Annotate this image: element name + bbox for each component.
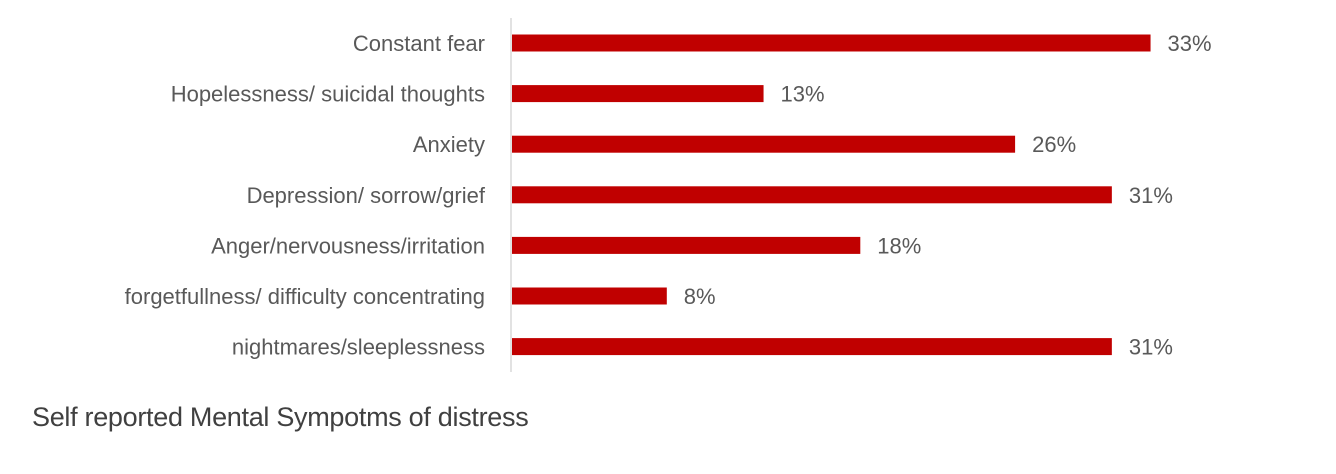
bar-chart: Constant fear 33% Hopelessness/ suicidal t… [125,18,1212,372]
category-label: nightmares/sleeplessness [232,335,485,360]
bar [512,135,1016,153]
category-label: Anger/nervousness/irritation [211,233,485,258]
bar [512,338,1112,356]
category-label: Hopelessness/ suicidal thoughts [171,82,485,107]
bar [512,287,667,305]
data-label: 18% [877,233,921,258]
chart-title: Self reported Mental Sympotms of distres… [32,402,529,432]
bar [512,186,1112,204]
bar [512,34,1151,52]
bar [512,85,764,103]
data-label: 31% [1129,335,1173,360]
bar [512,236,861,254]
category-label: forgetfullness/ difficulty concentrating [125,284,485,309]
data-label: 31% [1129,183,1173,208]
data-label: 8% [684,284,716,309]
data-label: 13% [781,82,825,107]
category-label: Anxiety [413,132,485,157]
category-label: Depression/ sorrow/grief [247,183,486,208]
data-label: 33% [1168,31,1212,56]
data-label: 26% [1032,132,1076,157]
category-label: Constant fear [353,31,485,56]
